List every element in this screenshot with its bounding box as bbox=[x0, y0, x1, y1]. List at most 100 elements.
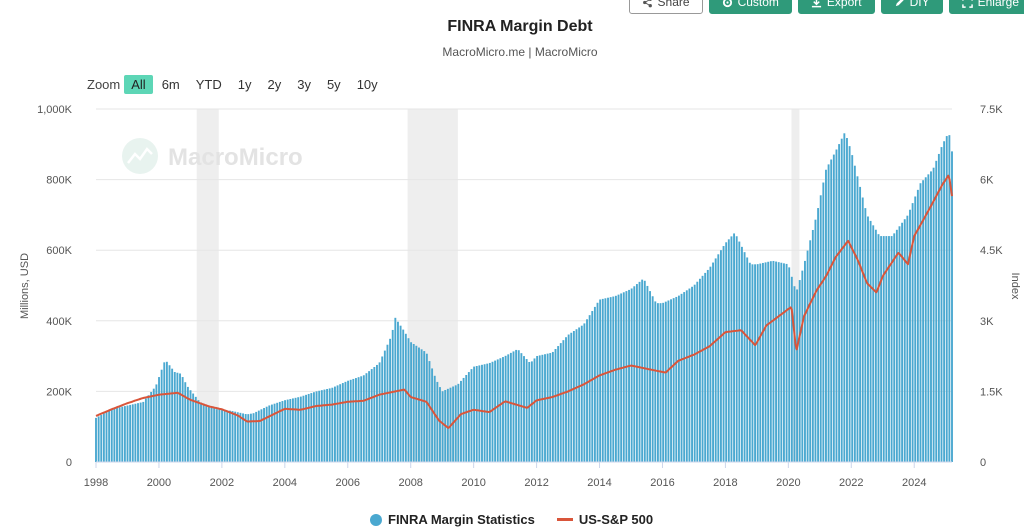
margin-bar bbox=[791, 277, 793, 462]
margin-bar bbox=[124, 406, 126, 462]
margin-bar bbox=[347, 381, 349, 462]
margin-bar bbox=[589, 315, 591, 462]
margin-bar bbox=[460, 381, 462, 462]
margin-bar bbox=[339, 384, 341, 462]
y-left-axis-label: Millions, USD bbox=[19, 253, 31, 319]
margin-bar bbox=[355, 378, 357, 462]
margin-bar bbox=[625, 291, 627, 462]
margin-bar bbox=[555, 349, 557, 462]
margin-bar bbox=[712, 263, 714, 462]
margin-bar bbox=[883, 236, 885, 462]
margin-bar bbox=[583, 323, 585, 462]
y-right-tick-label: 4.5K bbox=[980, 245, 1003, 257]
margin-bar bbox=[292, 398, 294, 462]
margin-bar bbox=[751, 264, 753, 462]
margin-bar bbox=[801, 271, 803, 462]
margin-bar bbox=[323, 390, 325, 462]
y-right-tick-label: 7.5K bbox=[980, 104, 1003, 116]
margin-bar bbox=[773, 261, 775, 462]
margin-bar bbox=[195, 397, 197, 462]
margin-bar bbox=[471, 369, 473, 462]
margin-bar bbox=[352, 379, 354, 462]
margin-bars bbox=[95, 133, 953, 462]
margin-bar bbox=[557, 346, 559, 462]
margin-bar bbox=[103, 413, 105, 462]
margin-bar bbox=[660, 303, 662, 462]
margin-bar bbox=[415, 346, 417, 462]
margin-bar bbox=[345, 382, 347, 462]
margin-bar bbox=[100, 415, 102, 462]
y-left-tick-label: 200K bbox=[46, 386, 72, 398]
margin-bar bbox=[350, 380, 352, 462]
margin-bar bbox=[717, 254, 719, 462]
x-tick-label: 2000 bbox=[147, 477, 171, 489]
margin-bar bbox=[174, 372, 176, 462]
margin-bar bbox=[943, 141, 945, 462]
margin-bar bbox=[599, 299, 601, 462]
margin-bar bbox=[799, 280, 801, 462]
margin-bar bbox=[132, 404, 134, 462]
margin-bar bbox=[836, 149, 838, 462]
margin-bar bbox=[935, 161, 937, 462]
legend-item-margin[interactable]: FINRA Margin Statistics bbox=[370, 512, 535, 527]
margin-bar bbox=[946, 136, 948, 462]
margin-bar bbox=[649, 291, 651, 462]
legend-item-sp500[interactable]: US-S&P 500 bbox=[557, 512, 653, 527]
margin-bar bbox=[536, 356, 538, 462]
margin-bar bbox=[641, 280, 643, 462]
margin-bar bbox=[633, 286, 635, 462]
margin-bar bbox=[95, 418, 97, 462]
margin-bar bbox=[830, 159, 832, 462]
x-tick-label: 2006 bbox=[336, 477, 360, 489]
margin-bar bbox=[163, 362, 165, 462]
watermark: MacroMicro bbox=[122, 138, 303, 174]
legend-marker-margin bbox=[370, 514, 382, 526]
margin-bar bbox=[744, 252, 746, 462]
margin-bar bbox=[439, 387, 441, 462]
margin-bar bbox=[410, 342, 412, 462]
margin-bar bbox=[597, 303, 599, 462]
margin-bar bbox=[838, 144, 840, 462]
margin-bar bbox=[817, 208, 819, 462]
margin-bar bbox=[594, 307, 596, 462]
margin-bar bbox=[665, 302, 667, 462]
margin-bar bbox=[108, 411, 110, 462]
margin-bar bbox=[447, 389, 449, 462]
y-left-tick-label: 600K bbox=[46, 245, 72, 257]
y-right-tick-label: 0 bbox=[980, 457, 986, 469]
margin-bar bbox=[694, 285, 696, 462]
margin-bar bbox=[709, 267, 711, 462]
margin-bar bbox=[481, 365, 483, 462]
margin-bar bbox=[754, 264, 756, 462]
margin-bar bbox=[681, 294, 683, 462]
margin-bar bbox=[683, 292, 685, 462]
margin-bar bbox=[741, 247, 743, 462]
margin-bar bbox=[515, 350, 517, 462]
margin-bar bbox=[591, 311, 593, 462]
margin-bar bbox=[455, 385, 457, 462]
margin-bar bbox=[208, 406, 210, 462]
margin-bar bbox=[788, 267, 790, 462]
margin-bar bbox=[366, 373, 368, 462]
margin-bar bbox=[434, 376, 436, 462]
x-tick-label: 1998 bbox=[84, 477, 108, 489]
margin-bar bbox=[505, 356, 507, 462]
margin-bar bbox=[547, 354, 549, 462]
margin-bar bbox=[809, 240, 811, 462]
margin-bar bbox=[552, 352, 554, 462]
margin-bar bbox=[578, 327, 580, 462]
margin-bar bbox=[825, 170, 827, 462]
margin-bar bbox=[696, 282, 698, 462]
margin-bar bbox=[804, 261, 806, 462]
margin-bar bbox=[704, 273, 706, 462]
margin-bar bbox=[271, 405, 273, 462]
margin-bar bbox=[778, 262, 780, 462]
margin-bar bbox=[98, 416, 100, 462]
margin-bar bbox=[360, 376, 362, 462]
y-right-axis-label: Index bbox=[1009, 273, 1021, 300]
margin-bar bbox=[604, 298, 606, 462]
margin-bar bbox=[615, 296, 617, 462]
margin-bar bbox=[484, 364, 486, 462]
margin-bar bbox=[815, 220, 817, 462]
margin-bar bbox=[499, 358, 501, 462]
